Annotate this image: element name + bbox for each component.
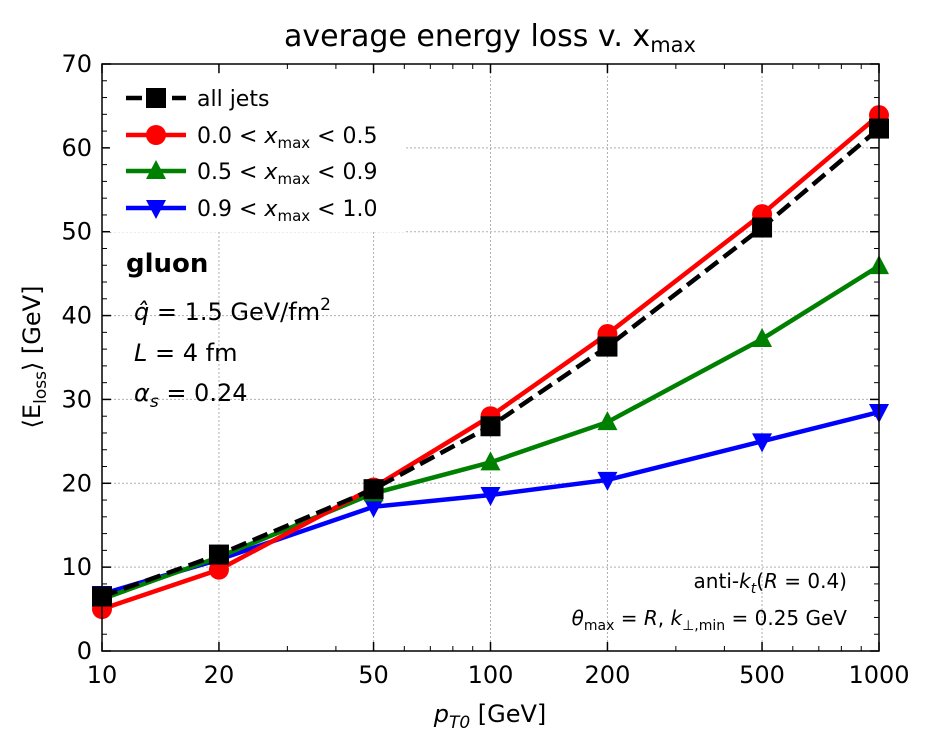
annotation-gluon: gluon [126,249,208,279]
x-tick-label: 500 [739,661,785,689]
data-point [597,336,618,357]
series-group [92,105,889,620]
y-tick-label: 30 [61,385,92,413]
annotation-algorithm: anti-kt(R = 0.4) [694,569,847,597]
data-point [597,471,618,491]
y-tick-label: 10 [61,553,92,581]
annotation-qhat: q̂ = 1.5 GeV/fm2 [134,295,331,326]
x-tick-label: 50 [358,661,389,689]
legend-label: 0.0 < xmax < 0.5 [197,124,378,152]
y-tick-label: 70 [61,50,92,78]
annotation-theta-kperp: θmax = R, k⊥,min = 0.25 GeV [572,606,848,634]
y-axis-label: ⟨Eloss⟩ [GeV] [18,286,51,429]
data-point [597,411,618,431]
data-point [363,479,384,500]
data-point [480,416,501,437]
legend-label: 0.5 < xmax < 0.9 [197,160,378,188]
x-tick-label: 100 [468,661,514,689]
x-tick-label: 10 [87,661,118,689]
legend-marker [146,125,166,145]
x-tick-label: 200 [585,661,631,689]
legend-entry-3: 0.9 < xmax < 1.0 [126,197,378,225]
y-tick-label: 60 [61,134,92,162]
legend-marker [146,160,166,179]
data-point [752,328,773,348]
legend-label: all jets [197,87,269,112]
legend-entry-2: 0.5 < xmax < 0.9 [126,160,378,188]
data-point [363,498,384,518]
plot-frame [101,63,880,652]
annotation-length: L = 4 fm [134,339,237,367]
data-point [208,559,229,580]
annotation-alpha: αs = 0.24 [134,379,248,412]
x-tick-label: 20 [204,661,235,689]
x-tick-label: 1000 [848,661,909,689]
data-point [752,217,773,238]
y-tick-label: 40 [61,302,92,330]
y-tick-label: 20 [61,469,92,497]
legend-label: 0.9 < xmax < 1.0 [197,197,378,225]
legend-entry-0: all jets [126,87,269,112]
legend-entry-1: 0.0 < xmax < 0.5 [126,124,378,152]
y-tick-label: 50 [61,218,92,246]
data-point [480,451,501,471]
legend: all jets 0.0 < xmax < 0.5 0.5 < xmax < 0.9… [110,74,405,232]
y-tick-label: 0 [77,637,92,665]
legend-marker [146,88,166,108]
data-point [208,544,229,565]
data-point [480,487,501,507]
chart-title: average energy loss v. xmax [284,19,696,57]
x-axis-label: pT0 [GeV] [433,700,547,733]
data-point [752,433,773,453]
legend-marker [146,200,166,219]
